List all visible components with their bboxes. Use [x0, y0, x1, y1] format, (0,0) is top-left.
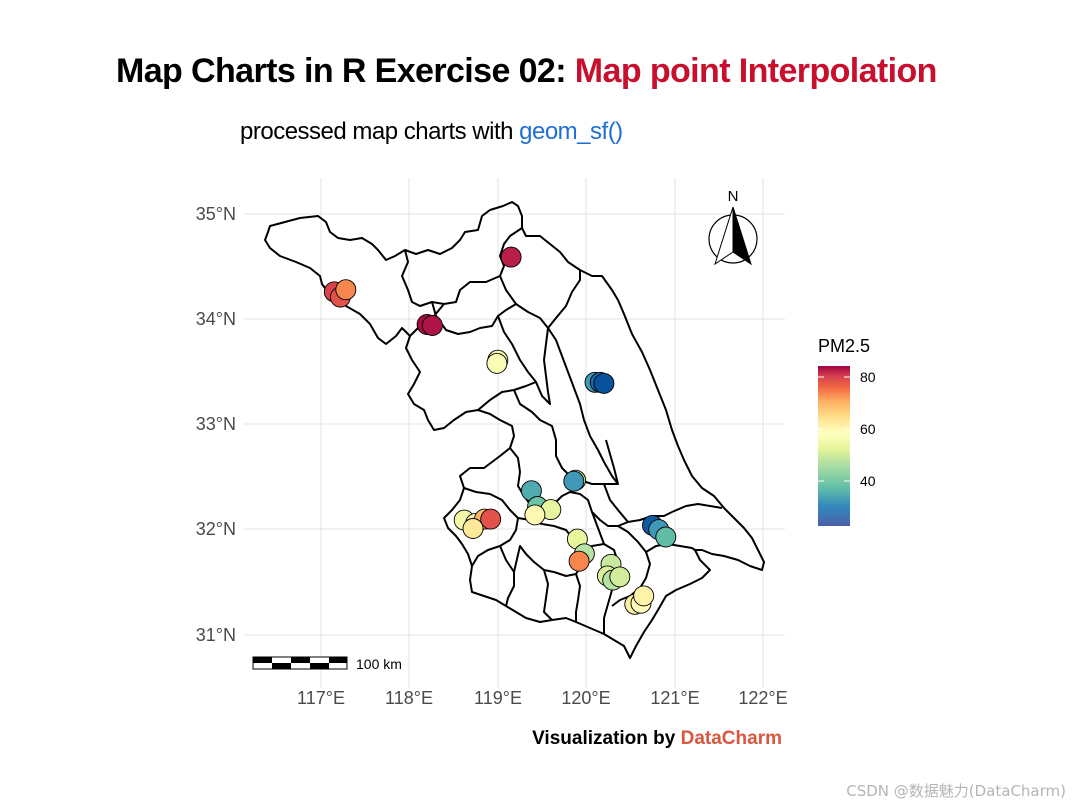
grid-lines — [244, 178, 785, 688]
caption-brand: DataCharm — [680, 728, 782, 749]
pm25-point-17 — [524, 504, 546, 526]
x-tick-119: 119°E — [474, 688, 522, 708]
title-main: Map Charts in R Exercise 02: — [116, 52, 567, 90]
scale-seg-2 — [291, 657, 310, 663]
scale-seg-5 — [310, 663, 329, 669]
north-arrow: N — [708, 188, 758, 266]
province-boundary — [264, 201, 765, 659]
pm25-point-25 — [655, 526, 677, 548]
y-tick-33: 33°N — [196, 414, 236, 434]
y-tick-35: 35°N — [196, 204, 236, 224]
legend-tick-80: 80 — [860, 369, 876, 385]
scale-seg-4 — [272, 663, 291, 669]
chart-subtitle: processed map charts with geom_sf() — [240, 118, 623, 146]
boundary-huaian — [497, 315, 551, 405]
boundary-nanjing — [463, 487, 519, 607]
x-tick-121: 121°E — [650, 688, 699, 708]
title-highlight: Map point Interpolation — [574, 52, 938, 90]
boundary-yangzhou — [509, 447, 673, 527]
pm25-point-28 — [568, 550, 590, 572]
pm25-point-22 — [480, 508, 502, 530]
pm25-point-1 — [500, 246, 522, 268]
x-tick-120: 120°E — [561, 688, 610, 708]
pm25-point-35 — [633, 585, 655, 607]
caption: Visualization by DataCharm — [532, 728, 782, 750]
boundary-nantong — [603, 483, 723, 523]
y-tick-32: 32°N — [196, 519, 236, 539]
legend-title: PM2.5 — [818, 336, 870, 356]
pm25-point-6 — [421, 315, 443, 336]
legend-tick-60: 60 — [860, 421, 876, 437]
legend: PM2.5 80 60 40 — [818, 336, 876, 526]
scale-label: 100 km — [356, 656, 402, 672]
x-axis: 117°E 118°E 119°E 120°E 121°E 122°E — [297, 688, 788, 708]
pm25-point-8 — [486, 352, 508, 374]
scale-seg-3 — [329, 657, 347, 663]
subtitle-main: processed map charts with — [240, 118, 513, 145]
y-axis: 35°N 34°N 33°N 32°N 31°N — [196, 204, 236, 645]
north-arrow-right — [732, 206, 752, 266]
y-tick-34: 34°N — [196, 309, 236, 329]
x-tick-117: 117°E — [297, 688, 345, 708]
pm25-point-32 — [609, 566, 631, 588]
chart-title: Map Charts in R Exercise 02: Map point I… — [116, 52, 937, 91]
scale-bar: 100 km — [252, 656, 402, 672]
boundary-xuzhou-east — [401, 227, 523, 307]
boundary-suzhou — [645, 543, 696, 553]
boundary-huaian-south — [477, 381, 618, 485]
x-tick-118: 118°E — [385, 688, 433, 708]
pm25-point-11 — [593, 372, 615, 394]
x-tick-122: 122°E — [738, 688, 787, 708]
caption-prefix: Visualization by — [532, 728, 676, 749]
pm25-point-4 — [335, 279, 357, 301]
boundary-taizhou-wuxi — [591, 511, 651, 607]
boundary-yancheng-west — [547, 327, 619, 485]
province-outline — [264, 201, 765, 659]
watermark: CSDN @数据魅力(DataCharm) — [846, 782, 1066, 800]
legend-colorbar — [818, 366, 850, 526]
north-arrow-left — [714, 206, 734, 266]
pm25-points — [323, 246, 677, 615]
subtitle-code: geom_sf() — [519, 118, 623, 145]
y-tick-31: 31°N — [196, 625, 236, 645]
legend-tick-40: 40 — [860, 473, 876, 489]
north-label: N — [728, 188, 739, 205]
pm25-point-14 — [563, 470, 585, 492]
pm25-point-21 — [462, 518, 484, 539]
scale-seg-1 — [253, 657, 272, 663]
